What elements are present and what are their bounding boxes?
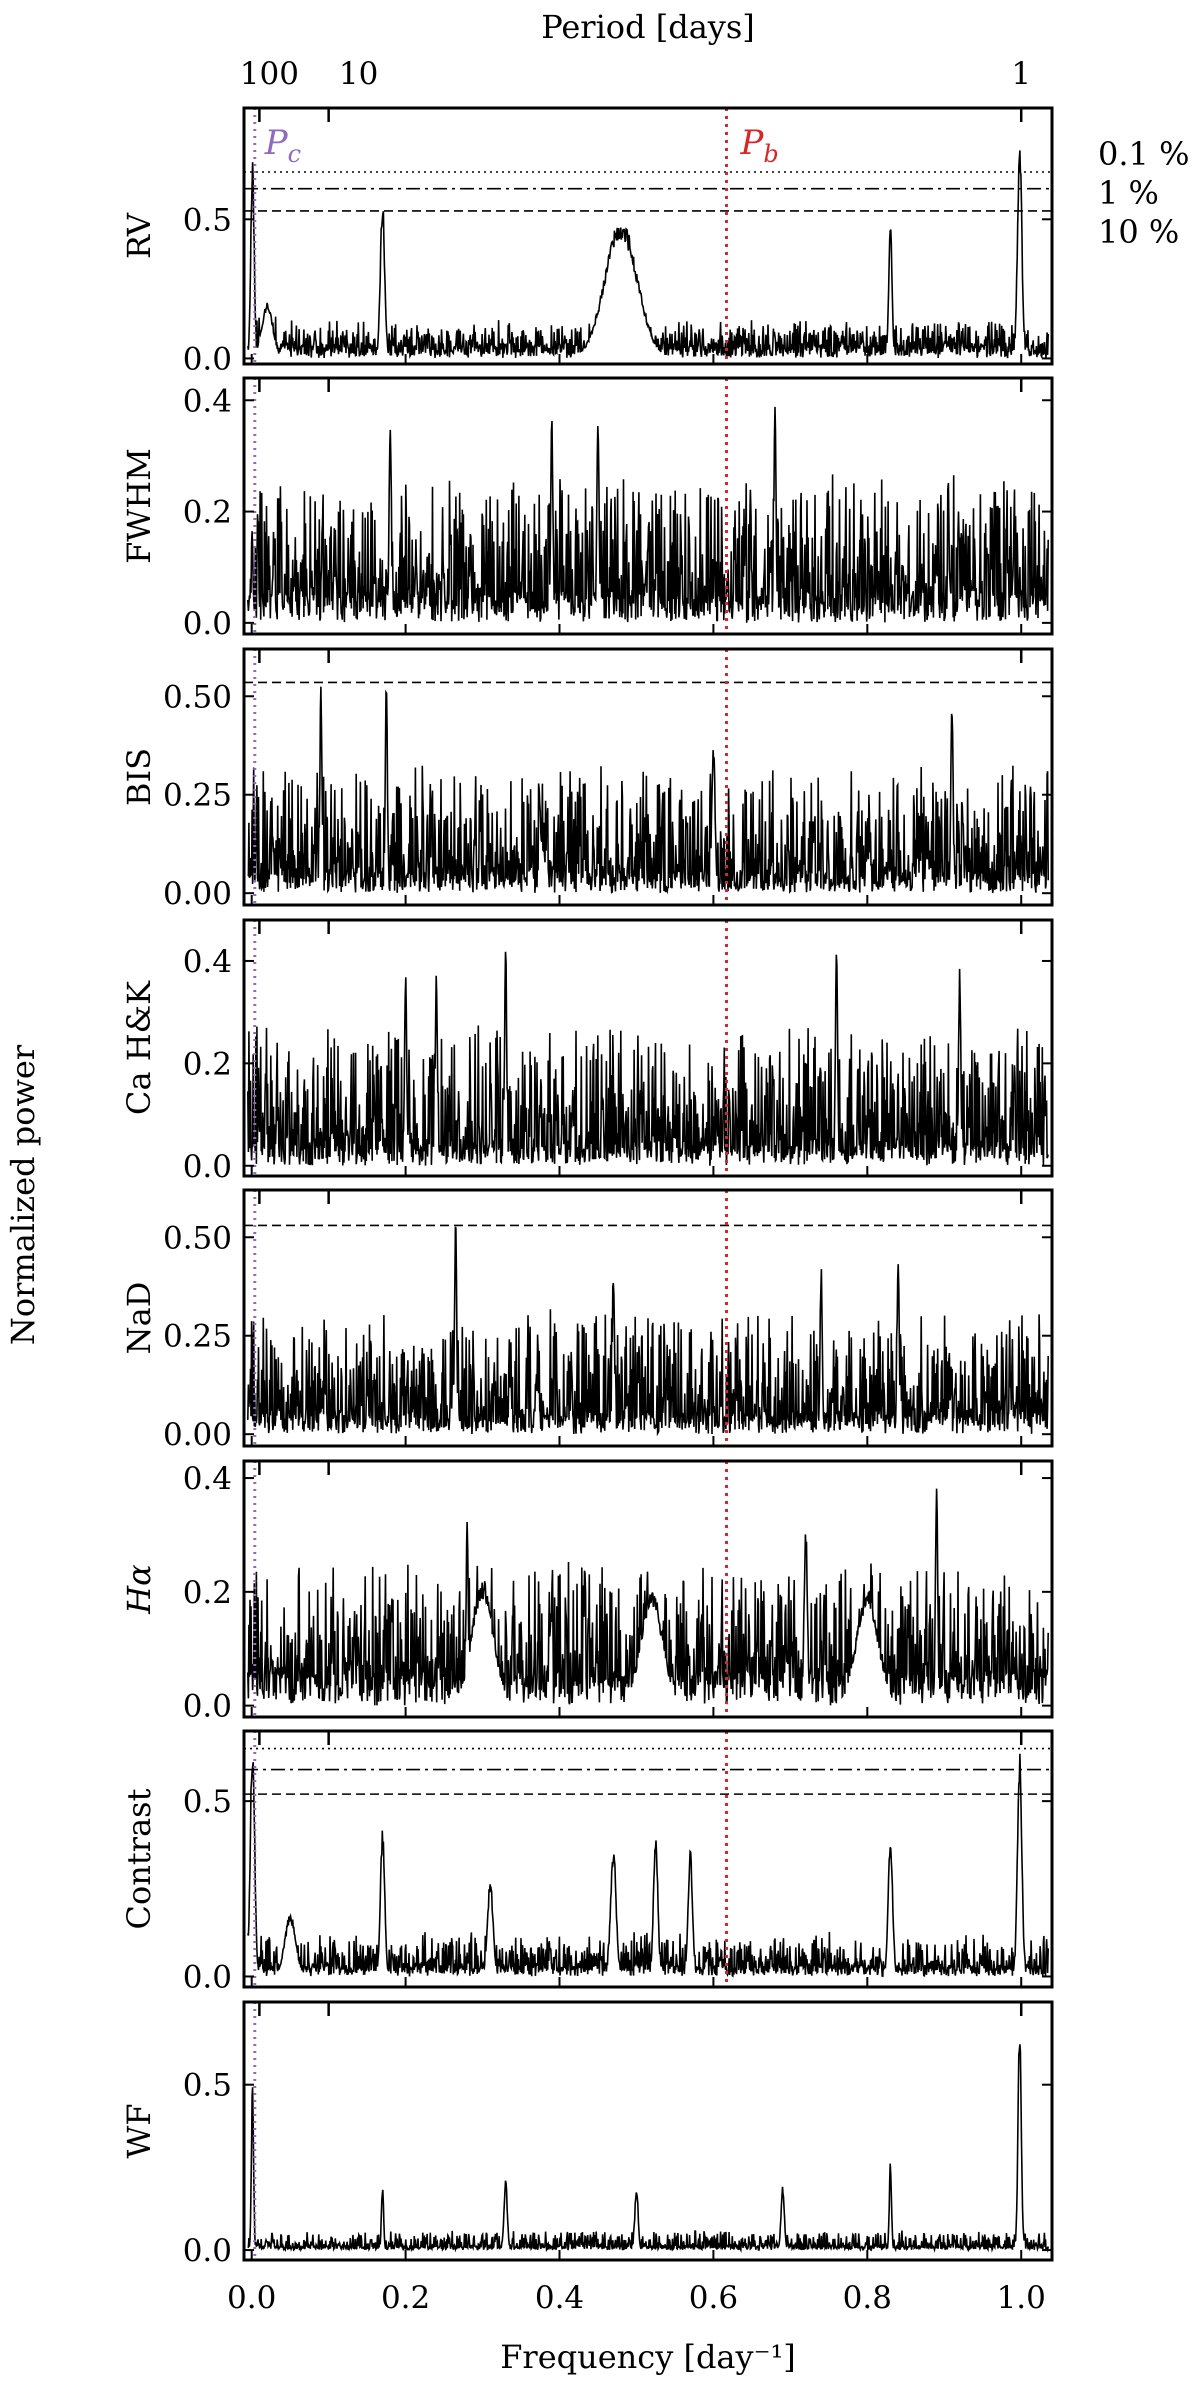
- x-tick-label: 1.0: [997, 2280, 1046, 2316]
- series-line-wf: [247, 2044, 1049, 2254]
- x-tick-label: 0.0: [227, 2280, 276, 2316]
- y-tick-label: 0.5: [183, 202, 232, 238]
- panel-frame: [242, 106, 1054, 366]
- y-tick-label: 0.50: [163, 679, 232, 715]
- y-tick-label: 0.2: [183, 1575, 232, 1611]
- series-line-bis: [247, 686, 1049, 895]
- y-tick-label: 0.4: [183, 944, 232, 980]
- panel-ylabel: Hα: [120, 1564, 158, 1615]
- panel-ylabel: WF: [120, 2103, 158, 2158]
- y-axis-label: Normalized power: [4, 1044, 42, 1345]
- panel-halpha: 0.0 0.2 0.4 Hα: [120, 1459, 1054, 1725]
- y-tick-label: 0.0: [183, 341, 232, 377]
- y-tick-label: 0.4: [183, 1461, 232, 1497]
- y-tick-label: 0.0: [183, 2233, 232, 2269]
- panel-ylabel: NaD: [120, 1282, 158, 1355]
- panel-ca-h-k: 0.0 0.2 0.4 Ca H&K: [120, 918, 1054, 1185]
- panel-ylabel: Ca H&K: [120, 980, 158, 1115]
- y-tick-label: 0.5: [183, 2068, 232, 2104]
- y-tick-label: 0.5: [183, 1784, 232, 1820]
- x-axis-label: Frequency [day⁻¹]: [500, 2338, 796, 2376]
- y-tick-label: 0.50: [163, 1220, 232, 1256]
- period-tick-label: 1: [1011, 56, 1031, 92]
- x-tick-label: 0.8: [843, 2280, 892, 2316]
- series-line-halpha: [247, 1488, 1049, 1706]
- panel-ylabel: BIS: [120, 748, 158, 806]
- panel-contrast: 0.0 0.5 Contrast: [120, 1729, 1054, 1995]
- period-tick-label: 10: [339, 56, 378, 92]
- fap-label-0.1: 0.1 %: [1098, 135, 1189, 173]
- fap-legend: 0.1 % 1 % 10 %: [1098, 135, 1189, 251]
- panel-frame: [242, 2000, 1054, 2262]
- y-tick-label: 0.00: [163, 1417, 232, 1453]
- x-tick-label: 0.4: [535, 2280, 584, 2316]
- panel-fwhm: 0.0 0.2 0.4 FWHM: [120, 376, 1054, 642]
- top-axis-label: Period [days]: [541, 8, 755, 46]
- panel-wf: 0.0 0.2 0.4 0.6 0.8 1.0 0.0 0.5 WF: [120, 2000, 1054, 2316]
- series-line-nad: [247, 1226, 1049, 1437]
- y-tick-label: 0.0: [183, 1689, 232, 1725]
- series-line-fwhm: [247, 406, 1049, 623]
- panel-frame: [242, 1188, 1054, 1448]
- panel-frame: [242, 918, 1054, 1178]
- panel-ylabel: RV: [120, 212, 158, 259]
- y-tick-label: 0.0: [183, 606, 232, 642]
- panel-frame: [242, 1729, 1054, 1989]
- fap-label-10: 10 %: [1098, 213, 1179, 251]
- panel-frame: [242, 647, 1054, 907]
- panel-ylabel: FWHM: [120, 448, 158, 564]
- x-tick-label: 0.2: [381, 2280, 430, 2316]
- series-line-rv: [247, 150, 1049, 360]
- fap-label-1: 1 %: [1098, 174, 1159, 212]
- pc-marker-label: Pc: [264, 123, 301, 168]
- period-tick-label: 100: [240, 56, 299, 92]
- y-tick-label: 0.4: [183, 383, 232, 419]
- series-line-ca-h-k: [247, 951, 1049, 1166]
- y-tick-label: 0.2: [183, 495, 232, 531]
- series-line-contrast: [247, 1753, 1049, 1978]
- panel-frame: [242, 376, 1054, 636]
- y-tick-label: 0.0: [183, 1959, 232, 1995]
- panel-frame: [242, 1459, 1054, 1719]
- x-tick-label: 0.6: [689, 2280, 738, 2316]
- panel-ylabel: Contrast: [120, 1788, 158, 1929]
- y-tick-label: 0.25: [163, 778, 232, 814]
- y-tick-label: 0.0: [183, 1149, 232, 1185]
- y-tick-label: 0.25: [163, 1319, 232, 1355]
- y-tick-label: 0.2: [183, 1046, 232, 1082]
- y-tick-label: 0.00: [163, 876, 232, 912]
